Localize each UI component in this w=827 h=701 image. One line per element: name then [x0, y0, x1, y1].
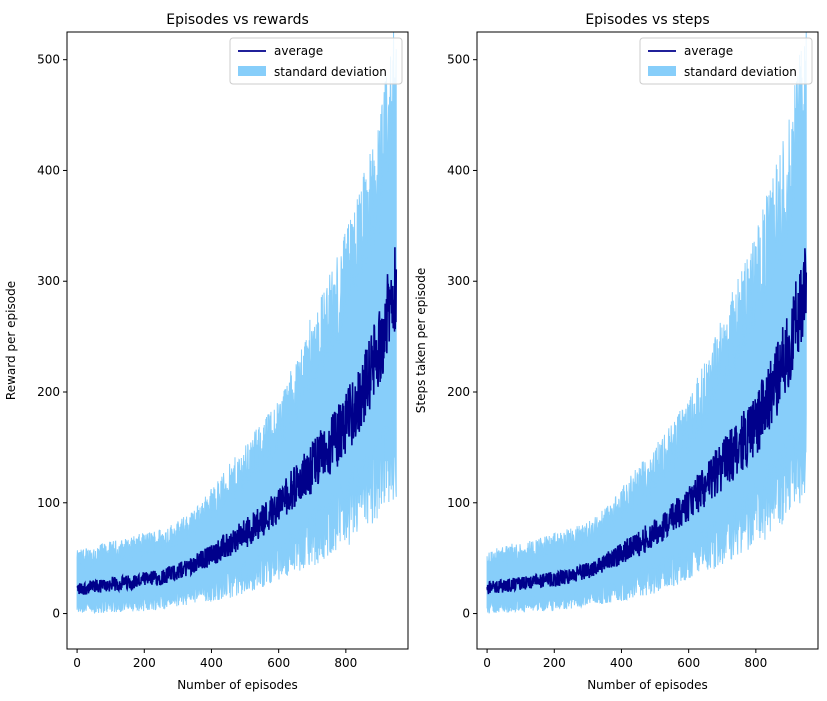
y-tick-label: 300: [447, 274, 470, 288]
x-tick-label: 400: [200, 656, 223, 670]
x-tick-label: 200: [543, 656, 566, 670]
legend-swatch-standard-deviation: [648, 66, 676, 76]
y-tick-label: 400: [447, 163, 470, 177]
axes-frame: [476, 31, 819, 650]
y-tick-label: 0: [462, 607, 470, 621]
y-tick-label: 200: [37, 385, 60, 399]
legend: average standard deviation: [639, 37, 813, 85]
y-tick-label: 500: [37, 53, 60, 67]
legend-label-standard-deviation: standard deviation: [684, 65, 797, 79]
axes-frame: [66, 31, 409, 650]
average-line-0: [76, 247, 398, 595]
chart-panel-rewards: 0 200 400 600 800 0 100 200 300 400 500 Episodes vs…: [4, 12, 409, 692]
chart-title: Episodes vs rewards: [166, 12, 309, 28]
x-tick-label: 0: [483, 656, 491, 670]
chart-title: Episodes vs steps: [585, 12, 709, 28]
plot-area: [486, 32, 808, 614]
x-tick-label: 600: [267, 656, 290, 670]
x-tick-label: 400: [610, 656, 633, 670]
y-tick-label: 0: [52, 607, 60, 621]
legend-label-average: average: [274, 44, 323, 58]
chart-panel-steps: 0 200 400 600 800 0 100 200 300 400 500 Episodes vs…: [414, 12, 819, 692]
y-axis-label: Reward per episode: [4, 281, 18, 400]
y-tick-label: 200: [447, 385, 470, 399]
x-axis-label: Number of episodes: [177, 678, 298, 692]
y-tick-label: 500: [447, 53, 470, 67]
y-tick-label: 100: [447, 496, 470, 510]
x-tick-label: 800: [334, 656, 357, 670]
legend-label-average: average: [684, 44, 733, 58]
legend-label-standard-deviation: standard deviation: [274, 65, 387, 79]
y-axis-label: Steps taken per episode: [414, 268, 428, 413]
x-tick-label: 0: [73, 656, 81, 670]
x-tick-label: 600: [677, 656, 700, 670]
legend: average standard deviation: [229, 37, 403, 85]
average-line-1: [486, 248, 808, 595]
x-tick-label: 200: [133, 656, 156, 670]
legend-box: [229, 37, 403, 85]
plot-area: [76, 32, 398, 614]
x-axis-label: Number of episodes: [587, 678, 708, 692]
legend-box: [639, 37, 813, 85]
x-tick-label: 800: [744, 656, 767, 670]
y-tick-label: 100: [37, 496, 60, 510]
y-tick-label: 400: [37, 163, 60, 177]
legend-swatch-standard-deviation: [238, 66, 266, 76]
y-tick-label: 300: [37, 274, 60, 288]
